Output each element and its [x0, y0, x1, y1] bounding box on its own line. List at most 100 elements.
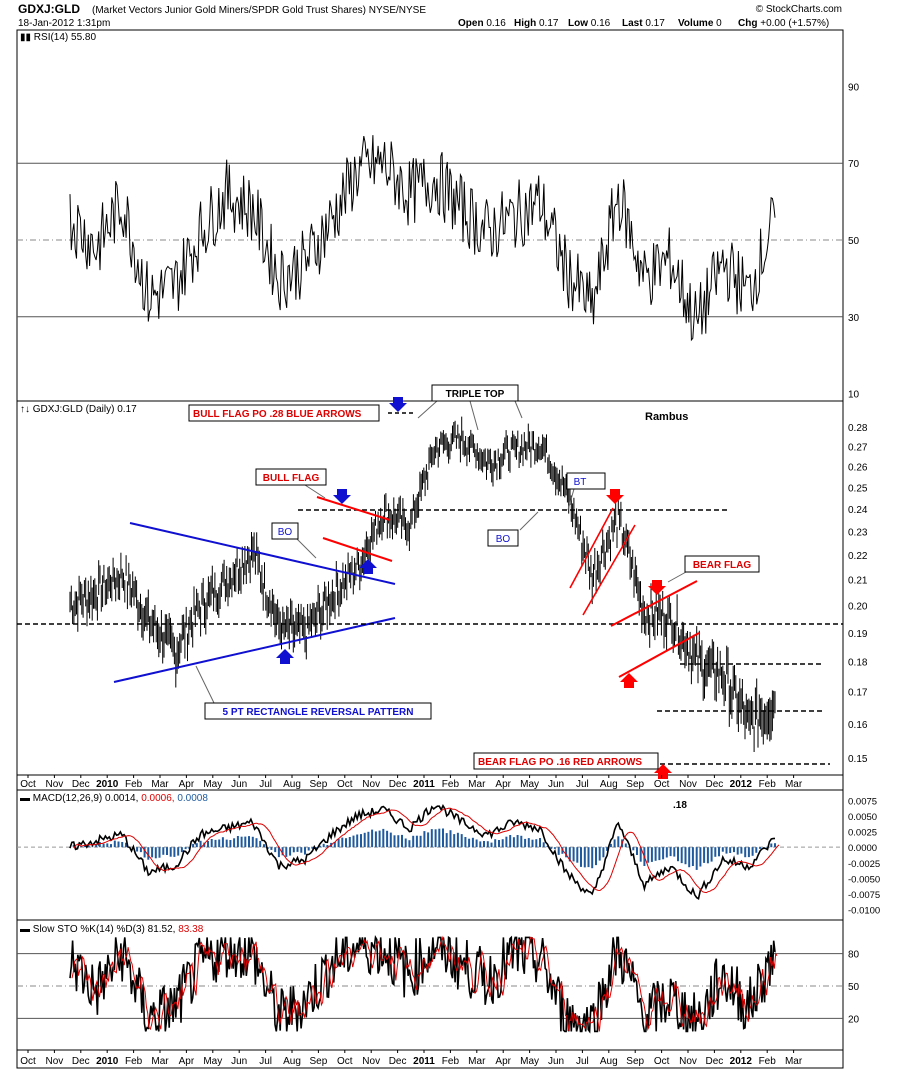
- price-tick-label: 0.17: [848, 688, 868, 699]
- bt-pointer: [567, 488, 575, 511]
- macd-tick-label: 0.0025: [848, 828, 877, 839]
- x-tick-label: May: [520, 1056, 539, 1067]
- price-tick-label: 0.24: [848, 505, 868, 516]
- x-tick-label: 2010: [96, 779, 119, 790]
- bull-flag-text: BULL FLAG: [263, 473, 320, 484]
- x-axis-bottom: Oct Nov Dec 2010 Feb Mar Apr May Jun Jul Aug Sep Oct…: [20, 1050, 803, 1067]
- rsi-panel-frame: [16, 29, 844, 402]
- red-arrow-up-icon: [620, 673, 638, 688]
- blue-arrow-up-icon: [359, 559, 377, 574]
- x-tick-label: Aug: [600, 779, 618, 790]
- x-tick-label: 2012: [730, 1056, 753, 1067]
- rectangle-lower-trendline: [113, 617, 396, 683]
- x-tick-label: Feb: [759, 779, 777, 790]
- red-arrow-down-icon: [606, 489, 624, 504]
- x-tick-label: Mar: [468, 1056, 486, 1067]
- rectangle-text: 5 PT RECTANGLE REVERSAL PATTERN: [223, 707, 414, 718]
- sto-tick-label: 80: [848, 950, 860, 961]
- bull-flag-po-box: [188, 404, 380, 422]
- triple-top-pointer-3: [514, 400, 523, 419]
- triple-top-pointer-2: [469, 400, 479, 431]
- sto-label: ▬ Slow STO %K(14) %D(3) 81.52, 83.38: [20, 924, 204, 935]
- quote-open: Open 0.16: [458, 18, 506, 29]
- x-tick-label: Apr: [495, 1056, 511, 1067]
- macd-tick-label: 0.0000: [848, 843, 877, 854]
- x-tick-label: Sep: [310, 1056, 328, 1067]
- quote-high-label: High: [514, 18, 536, 29]
- bt-box: [566, 472, 606, 490]
- price-tick-label: 0.15: [848, 754, 868, 765]
- macd-note: .18: [673, 800, 687, 811]
- bear-flag-po-text: BEAR FLAG PO .16 RED ARROWS: [478, 757, 642, 768]
- ticker-description: (Market Vectors Junior Gold Miners/SPDR …: [92, 5, 426, 16]
- x-tick-label: 2011: [413, 1056, 435, 1067]
- x-tick-label: Nov: [46, 1056, 64, 1067]
- sto-value-k: 81.52,: [148, 924, 176, 935]
- x-tick-label: Oct: [654, 779, 670, 790]
- x-tick-label: Aug: [283, 779, 301, 790]
- x-tick-label: Apr: [179, 1056, 195, 1067]
- x-tick-label: Feb: [759, 1056, 777, 1067]
- x-axis-top: Oct Nov Dec 2010 Feb Mar Apr May Jun Jul Aug Sep Oct…: [20, 775, 803, 790]
- y-axis-ticks: 90 70 50 30 10 0.28 0.27 0.26 0.25 0.24 0.23 0.22 0.…: [848, 82, 880, 1025]
- quote-open-label: Open: [458, 18, 484, 29]
- quote-change-label: Chg: [738, 18, 757, 29]
- blue-arrow-down-icon: [389, 397, 407, 412]
- x-tick-label: Dec: [389, 1056, 407, 1067]
- x-tick-label: 2010: [96, 1056, 119, 1067]
- x-tick-label: Jul: [576, 779, 589, 790]
- quote-low-value: 0.16: [591, 18, 611, 29]
- macd-value-2: 0.0006,: [141, 793, 174, 804]
- rsi-line: [69, 135, 776, 342]
- rising-channel-left: [569, 507, 614, 589]
- grid-lines: [17, 162, 843, 1019]
- macd-tick-label: -0.0050: [848, 874, 880, 885]
- rsi-label: ▮▮ RSI(14) 55.80: [20, 32, 96, 43]
- rsi-label-icon: ▮▮: [20, 32, 34, 43]
- x-tick-label: Dec: [389, 779, 407, 790]
- quote-volume: Volume 0: [678, 18, 722, 29]
- sto-value-d: 83.38: [178, 924, 203, 935]
- annotation-boxes: BULL FLAG PO .28 BLUE ARROWS TRIPLE TOP …: [188, 384, 760, 811]
- quote-high-value: 0.17: [539, 18, 559, 29]
- x-tick-label: Feb: [442, 779, 460, 790]
- bear-flag-lower: [618, 632, 700, 678]
- bo1-text: BO: [278, 527, 293, 538]
- ticker-title: GDXJ:GLD: [18, 2, 80, 16]
- x-tick-label: Mar: [468, 779, 486, 790]
- sto-label-icon: ▬: [20, 924, 33, 935]
- bear-flag-po-box: [473, 752, 659, 770]
- price-tick-label: 0.27: [848, 442, 868, 453]
- x-tick-label: Dec: [72, 1056, 90, 1067]
- price-tick-label: 0.28: [848, 423, 868, 434]
- sto-label-text: Slow STO %K(14) %D(3): [33, 924, 145, 935]
- x-tick-label: Dec: [72, 779, 90, 790]
- blue-arrow-down-icon: [333, 489, 351, 504]
- macd-line: [69, 803, 776, 900]
- x-tick-label: Dec: [706, 779, 724, 790]
- macd-tick-label: 0.0050: [848, 812, 877, 823]
- bo2-box: [487, 529, 519, 547]
- quote-low: Low 0.16: [568, 18, 611, 29]
- bull-flag-lower: [322, 537, 393, 562]
- x-tick-label: Aug: [283, 1056, 301, 1067]
- rsi-tick-label: 50: [848, 236, 860, 247]
- price-tick-label: 0.18: [848, 657, 868, 668]
- x-tick-label: Dec: [706, 1056, 724, 1067]
- price-tick-label: 0.25: [848, 483, 868, 494]
- bo2-text: BO: [496, 534, 511, 545]
- x-tick-label: Sep: [626, 1056, 644, 1067]
- price-label: ↑↓ GDXJ:GLD (Daily) 0.17: [20, 404, 137, 415]
- price-tick-label: 0.22: [848, 551, 868, 562]
- x-tick-label: Jun: [548, 779, 564, 790]
- price-label-text: GDXJ:GLD (Daily) 0.17: [33, 404, 137, 415]
- x-tick-label: Nov: [679, 1056, 697, 1067]
- price-tick-label: 0.26: [848, 462, 868, 473]
- author-label: Rambus: [645, 411, 688, 423]
- macd-label: ▬ MACD(12,26,9) 0.0014, 0.0006, 0.0008: [20, 793, 208, 804]
- bt-text: BT: [574, 477, 587, 488]
- x-tick-label: Jul: [259, 1056, 272, 1067]
- triple-top-pointer-1: [417, 400, 438, 419]
- x-tick-label: Mar: [785, 779, 803, 790]
